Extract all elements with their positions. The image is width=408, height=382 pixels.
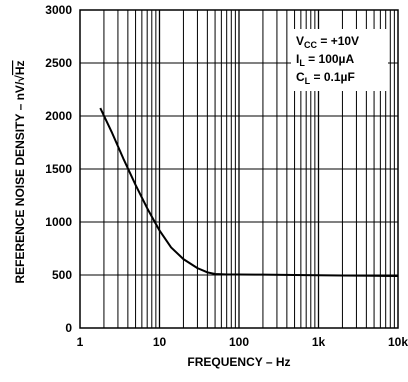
y-axis-title-root-sign: √: [13, 75, 27, 82]
annotation-symbol: C: [296, 70, 305, 84]
y-tick-label: 1500: [45, 162, 72, 176]
y-tick-label: 500: [52, 268, 72, 282]
y-axis-title: REFERENCE NOISE DENSITY – nV/√Hz: [13, 60, 27, 283]
y-tick-label: 0: [65, 321, 72, 335]
y-tick-label: 2500: [45, 56, 72, 70]
x-tick-label: 1k: [312, 335, 326, 349]
annotation-line: IL = 100µA: [296, 52, 354, 68]
x-tick-label: 1: [77, 335, 84, 349]
annotation-subscript: L: [305, 76, 311, 86]
annotation-value: = +10V: [317, 34, 359, 48]
annotation-line: CL = 0.1µF: [296, 70, 355, 86]
x-tick-label: 10k: [388, 335, 408, 349]
y-axis-title-radicand: Hz: [13, 60, 27, 75]
annotation-background: [291, 29, 388, 91]
annotation-line: VCC = +10V: [296, 34, 359, 50]
annotation-subscript: L: [299, 58, 305, 68]
x-axis-title: FREQUENCY – Hz: [187, 355, 290, 369]
annotation-symbol: I: [296, 52, 299, 66]
x-tick-label: 10: [153, 335, 167, 349]
x-tick-label: 100: [229, 335, 249, 349]
annotation-subscript: CC: [304, 40, 317, 50]
tick-labels: 1 10 100 1k 10k 0 500 1000 1500 2000 2500 3000: [45, 3, 408, 349]
y-tick-label: 2000: [45, 109, 72, 123]
noise-density-curve: [99, 107, 399, 278]
y-tick-label: 3000: [45, 3, 72, 17]
y-axis-title-text: REFERENCE NOISE DENSITY – nV/: [13, 81, 27, 283]
annotation-value: = 0.1µF: [310, 70, 355, 84]
series-layer: [99, 107, 399, 278]
plot-frame: [79, 9, 399, 329]
annotation-value: = 100µA: [305, 52, 355, 66]
annotation-symbol: V: [296, 34, 304, 48]
y-tick-label: 1000: [45, 215, 72, 229]
